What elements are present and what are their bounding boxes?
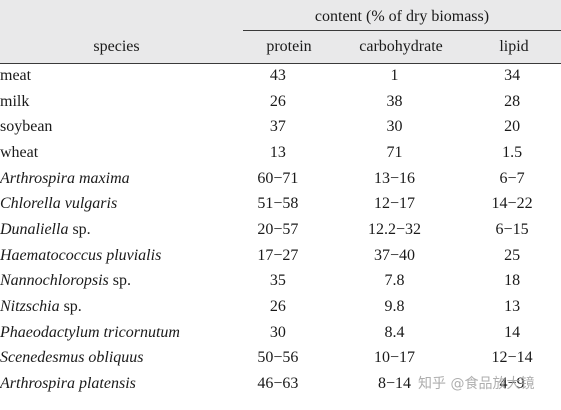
species-name: wheat (0, 143, 39, 161)
species-cell: Haematococcus pluvialis (0, 243, 230, 269)
column-header-protein: protein (266, 38, 312, 55)
species-suffix: sp. (59, 298, 82, 316)
table-body: meat 43 1 34 milk 26 38 28 soybean 37 30 20 wheat 13 7… (0, 63, 561, 397)
table-row: wheat 13 71 1.5 (0, 140, 561, 166)
lipid-cell: 14 (504, 323, 521, 341)
table-row: Chlorella vulgaris 51−58 12−17 14−22 (0, 191, 561, 217)
protein-cell: 51−58 (257, 195, 299, 213)
lipid-cell: 6−15 (495, 220, 529, 238)
carbohydrate-cell: 37−40 (373, 246, 415, 264)
species-name: soybean (0, 118, 53, 136)
header-rule (0, 63, 561, 64)
group-header-rule (243, 30, 561, 31)
protein-cell: 26 (269, 92, 286, 110)
table-row: Nannochloropsis sp. 35 7.8 18 (0, 269, 561, 295)
species-suffix: sp. (108, 272, 131, 290)
lipid-cell: 18 (504, 272, 521, 290)
species-name: Phaeodactylum tricornutum (0, 323, 180, 341)
carbohydrate-cell: 8.4 (384, 323, 405, 341)
table-row: Arthrospira maxima 60−71 13−16 6−7 (0, 166, 561, 192)
species-cell: Scenedesmus obliquus (0, 346, 230, 372)
species-name: meat (0, 66, 32, 84)
lipid-cell: 34 (504, 66, 521, 84)
lipid-cell: 4−9 (499, 375, 525, 393)
lipid-cell: 14−22 (491, 195, 533, 213)
column-header-species: species (93, 38, 140, 55)
carbohydrate-cell: 9.8 (384, 298, 405, 316)
species-cell: meat (0, 63, 230, 89)
carbohydrate-cell: 30 (386, 118, 403, 136)
species-name: Arthrospira platensis (0, 375, 136, 393)
table-row: Dunaliella sp. 20−57 12.2−32 6−15 (0, 217, 561, 243)
species-cell: wheat (0, 140, 230, 166)
column-header-carbohydrate: carbohydrate (359, 38, 443, 55)
carbohydrate-cell: 71 (386, 143, 403, 161)
table-row: milk 26 38 28 (0, 89, 561, 115)
carbohydrate-cell: 12.2−32 (367, 220, 421, 238)
species-cell: Arthrospira maxima (0, 166, 230, 192)
protein-cell: 13 (269, 143, 286, 161)
watermark: 知乎 @食品放大镜 (418, 376, 535, 392)
lipid-cell: 12−14 (491, 349, 533, 367)
lipid-cell: 20 (504, 118, 521, 136)
species-name: Chlorella vulgaris (0, 195, 118, 213)
table-row: Haematococcus pluvialis 17−27 37−40 25 (0, 243, 561, 269)
carbohydrate-cell: 10−17 (373, 349, 415, 367)
carbohydrate-cell: 7.8 (384, 272, 405, 290)
species-cell: Nannochloropsis sp. (0, 269, 230, 295)
composition-table: meat 43 1 34 milk 26 38 28 soybean 37 30 20 wheat 13 7… (0, 63, 561, 397)
lipid-cell: 1.5 (502, 143, 523, 161)
species-cell: Chlorella vulgaris (0, 191, 230, 217)
lipid-cell: 28 (504, 92, 521, 110)
species-cell: milk (0, 89, 230, 115)
species-name: Nannochloropsis (0, 272, 109, 290)
species-name: Haematococcus pluvialis (0, 246, 162, 264)
lipid-cell: 6−7 (499, 169, 525, 187)
carbohydrate-cell: 12−17 (373, 195, 415, 213)
table-row: meat 43 1 34 (0, 63, 561, 89)
species-name: Scenedesmus obliquus (0, 349, 144, 367)
protein-cell: 35 (269, 272, 286, 290)
protein-cell: 60−71 (257, 169, 299, 187)
table-row: Nitzschia sp. 26 9.8 13 (0, 294, 561, 320)
protein-cell: 46−63 (257, 375, 299, 393)
protein-cell: 26 (269, 298, 286, 316)
lipid-cell: 13 (504, 298, 521, 316)
carbohydrate-cell: 1 (390, 66, 399, 84)
table-row: Scenedesmus obliquus 50−56 10−17 12−14 (0, 346, 561, 372)
table-row: soybean 37 30 20 (0, 114, 561, 140)
species-name: milk (0, 92, 30, 110)
protein-cell: 50−56 (257, 349, 299, 367)
table-row: Arthrospira platensis 46−63 8−14 4−9 (0, 371, 561, 397)
protein-cell: 43 (269, 66, 286, 84)
content-group-header: content (% of dry biomass) (314, 8, 490, 25)
protein-cell: 20−57 (257, 220, 299, 238)
column-header-lipid: lipid (499, 38, 529, 55)
lipid-cell: 25 (504, 246, 521, 264)
species-cell: soybean (0, 114, 230, 140)
carbohydrate-cell: 38 (386, 92, 403, 110)
species-cell: Phaeodactylum tricornutum (0, 320, 230, 346)
species-suffix: sp. (68, 220, 91, 238)
carbohydrate-cell: 8−14 (377, 375, 411, 393)
protein-cell: 37 (269, 118, 286, 136)
protein-cell: 30 (269, 323, 286, 341)
species-name: Dunaliella (0, 220, 69, 238)
table-header-band (0, 0, 561, 63)
species-name: Nitzschia (0, 298, 60, 316)
table-row: Phaeodactylum tricornutum 30 8.4 14 (0, 320, 561, 346)
protein-cell: 17−27 (257, 246, 299, 264)
species-cell: Nitzschia sp. (0, 294, 230, 320)
carbohydrate-cell: 13−16 (373, 169, 415, 187)
species-name: Arthrospira maxima (0, 169, 130, 187)
species-cell: Dunaliella sp. (0, 217, 230, 243)
species-cell: Arthrospira platensis (0, 371, 230, 397)
